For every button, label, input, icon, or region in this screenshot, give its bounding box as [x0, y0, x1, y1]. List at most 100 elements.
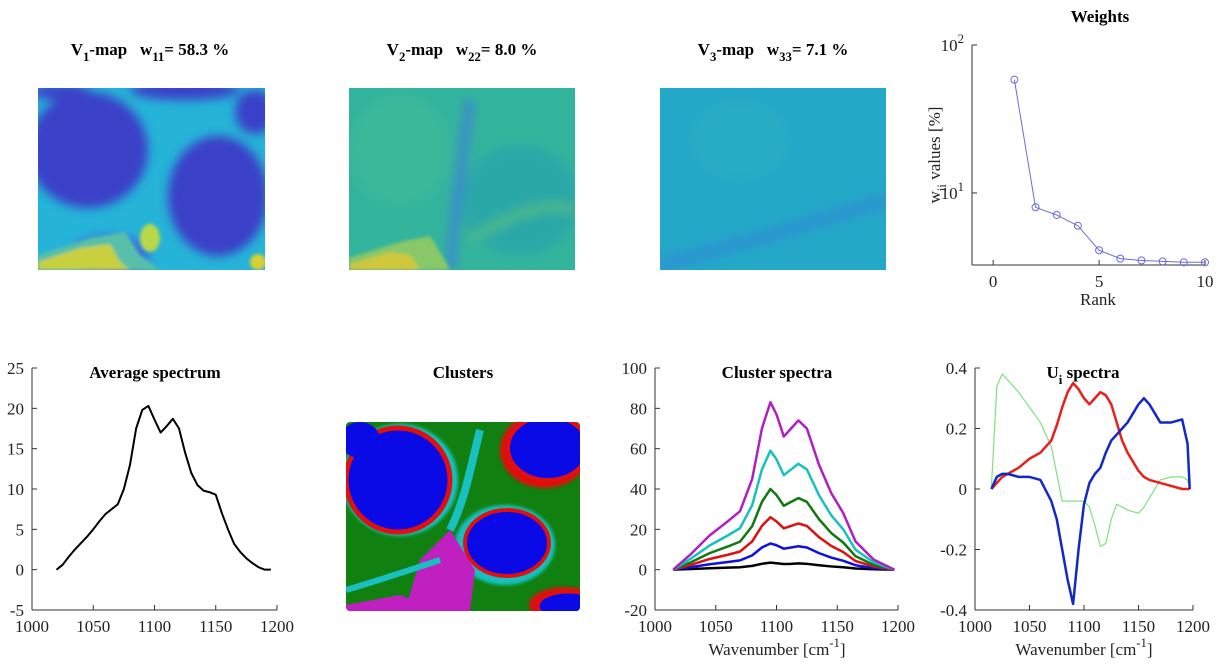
y-tick-label: 0: [16, 561, 25, 580]
x-axis-label-part: Wavenumber [cm: [1015, 640, 1136, 659]
chart-title-part: U: [1047, 363, 1059, 382]
y-axis-label-part: values [%]: [925, 107, 944, 184]
chart-title-sub: 11: [152, 50, 164, 64]
y-tick-label: 20: [630, 520, 647, 539]
x-tick-label: 5: [1095, 272, 1104, 291]
x-axis-label-part: ]: [1147, 640, 1153, 659]
x-tick-label: 1000: [958, 617, 992, 636]
chart-title-part: -map w: [405, 40, 469, 59]
x-tick-label: 1100: [1067, 617, 1100, 636]
x-tick-label: 1200: [1176, 617, 1210, 636]
data-point: [1095, 246, 1104, 255]
y-tick-label: 25: [7, 359, 24, 378]
data-point: [1010, 75, 1019, 84]
y-tick-label-part: 10: [941, 36, 958, 55]
data-line: [55, 404, 271, 571]
data-line: [673, 561, 895, 571]
data-line: [672, 515, 895, 571]
chart-title: V3-map w33= 7.1 %: [698, 40, 849, 64]
chart-title: Clusters: [433, 363, 494, 382]
data-point: [1158, 257, 1167, 266]
v1-map-image: [38, 88, 265, 270]
x-tick-label: 1200: [881, 617, 915, 636]
chart-title-part: V: [698, 40, 711, 59]
data-line: [672, 487, 895, 571]
x-axis-label-part: Wavenumber [cm: [708, 640, 829, 659]
y-tick-label-sup: 2: [958, 32, 964, 46]
data-line: [1013, 79, 1205, 263]
y-tick-label: -5: [10, 601, 24, 620]
data-line: [990, 381, 1190, 491]
x-axis-label: Wavenumber [cm-1]: [708, 636, 845, 659]
y-tick-label: -0.4: [940, 601, 967, 620]
y-tick-label: 101: [941, 180, 964, 203]
y-axis-label-sub: ii: [935, 184, 949, 192]
chart-title: Cluster spectra: [722, 363, 833, 382]
y-tick-label: 0.2: [946, 420, 967, 439]
data-line: [990, 373, 1191, 548]
y-tick-label: 20: [7, 399, 24, 418]
chart-title-sub: i: [1059, 373, 1063, 387]
chart-title-sub: 3: [710, 50, 716, 64]
data-point: [1179, 258, 1188, 267]
x-axis-label-sup: -1: [1136, 636, 1147, 650]
x-tick-label: 1050: [76, 617, 110, 636]
chart-title-sub: 2: [399, 50, 405, 64]
x-tick-label: 1050: [1013, 617, 1047, 636]
x-axis-label: Rank: [1080, 290, 1116, 309]
data-line: [672, 449, 895, 571]
chart-title-part: = 8.0 %: [481, 40, 537, 59]
y-tick-label: 100: [622, 359, 648, 378]
x-tick-label: 1150: [821, 617, 854, 636]
chart-title-part: = 7.1 %: [792, 40, 848, 59]
y-tick-label: 60: [630, 440, 647, 459]
x-tick-label: 1100: [760, 617, 793, 636]
y-tick-label-part: 10: [941, 184, 958, 203]
data-point: [1116, 254, 1125, 263]
chart-title-part: V: [387, 40, 400, 59]
data-point: [1073, 221, 1082, 230]
chart-title-part: spectra: [1062, 363, 1120, 382]
chart-title-part: -map w: [89, 40, 153, 59]
x-axis-label-sup: -1: [829, 636, 840, 650]
chart-title-part: -map w: [716, 40, 780, 59]
x-tick-label: 1200: [260, 617, 294, 636]
x-axis-label-part: ]: [840, 640, 846, 659]
data-line: [673, 542, 895, 571]
y-tick-label: 40: [630, 480, 647, 499]
chart-title: Average spectrum: [89, 363, 220, 382]
data-point: [1052, 210, 1061, 219]
v3-map-image: [660, 88, 886, 270]
x-tick-label: 1100: [138, 617, 171, 636]
y-tick-label: 15: [7, 440, 24, 459]
x-axis-label: Wavenumber [cm-1]: [1015, 636, 1152, 659]
chart-title-part: V: [71, 40, 84, 59]
v2-map-image: [349, 88, 575, 270]
chart-title-sub: 33: [779, 50, 792, 64]
y-tick-label: 10: [7, 480, 24, 499]
y-axis-label: wii values [%]: [925, 107, 949, 204]
x-tick-label: 1150: [199, 617, 232, 636]
chart-title-sub: 22: [468, 50, 481, 64]
x-tick-label: 1150: [1122, 617, 1155, 636]
y-tick-label-sup: 1: [958, 180, 964, 194]
x-tick-label: 0: [989, 272, 998, 291]
y-tick-label: -0.2: [940, 541, 967, 560]
y-tick-label: 80: [630, 399, 647, 418]
x-tick-label: 1000: [638, 617, 672, 636]
y-tick-label: 0.4: [946, 359, 968, 378]
chart-title: Ui spectra: [1047, 363, 1120, 387]
x-tick-label: 1050: [699, 617, 733, 636]
chart-title: V2-map w22= 8.0 %: [387, 40, 538, 64]
y-tick-label: 102: [941, 32, 964, 55]
y-tick-label: 5: [16, 520, 25, 539]
x-tick-label: 1000: [15, 617, 49, 636]
data-point: [1201, 258, 1209, 267]
data-point: [1137, 256, 1146, 265]
data-point: [1031, 203, 1040, 212]
y-tick-label: -20: [624, 601, 647, 620]
y-axis-label-part: w: [925, 190, 944, 203]
chart-title: Weights: [1071, 7, 1130, 26]
chart-title: V1-map w11= 58.3 %: [71, 40, 229, 64]
